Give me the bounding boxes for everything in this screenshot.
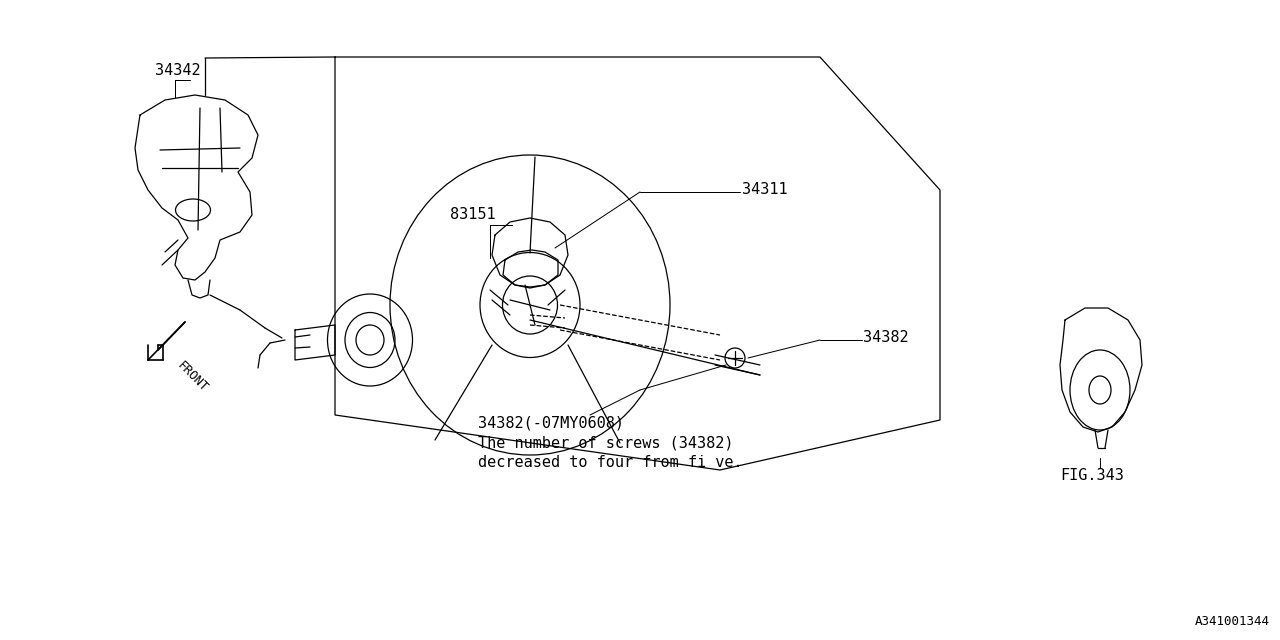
Text: FIG.343: FIG.343 [1060,468,1124,483]
Text: 34342: 34342 [155,63,201,78]
Text: 83151: 83151 [451,207,495,222]
Text: decreased to four from fi ve.: decreased to four from fi ve. [477,455,742,470]
Text: 34311: 34311 [742,182,787,198]
Text: 34382: 34382 [863,330,909,346]
Text: A341001344: A341001344 [1196,615,1270,628]
Text: FRONT: FRONT [175,359,211,394]
Text: The number of screws (34382): The number of screws (34382) [477,435,733,450]
Text: 34382(-07MY0608): 34382(-07MY0608) [477,415,625,430]
